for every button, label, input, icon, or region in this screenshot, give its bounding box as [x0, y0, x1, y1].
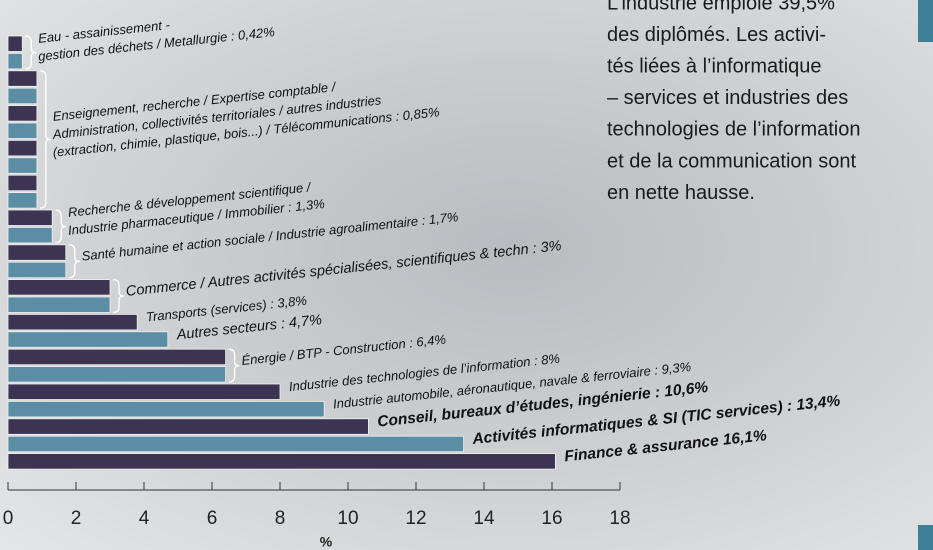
brace: [68, 244, 80, 279]
bar: [7, 105, 38, 122]
bar: [7, 279, 111, 296]
x-tick-label: 4: [139, 508, 150, 529]
bar: [7, 453, 556, 470]
paragraph-line: des diplômés. Les activi-: [607, 24, 826, 46]
side-strip: [918, 0, 933, 42]
x-axis-label: %: [320, 534, 333, 550]
brace: [25, 35, 37, 70]
paragraph-line: et de la communication sont: [607, 150, 856, 172]
bar: [7, 313, 138, 331]
bar: [7, 35, 23, 52]
brace: [55, 209, 67, 244]
bar: [7, 53, 23, 70]
side-strip: [918, 525, 933, 550]
paragraph-line: – services et industries des: [607, 87, 848, 109]
x-tick-label: 2: [71, 508, 82, 529]
bar: [7, 331, 169, 348]
bar: [7, 157, 38, 174]
bar: [7, 70, 38, 87]
bar: [7, 209, 53, 226]
x-tick-label: 12: [405, 508, 426, 529]
bar: [7, 174, 38, 192]
brace: [112, 278, 125, 314]
bar: [7, 418, 369, 435]
brace: [228, 348, 240, 383]
x-tick-label: 10: [337, 508, 358, 529]
bar: [7, 87, 38, 105]
x-tick-label: 8: [275, 508, 286, 529]
x-tick-label: 6: [207, 508, 218, 529]
paragraph-line: L’industrie emploie 39,5%: [607, 0, 835, 14]
bar: [7, 296, 111, 313]
bar: [7, 122, 38, 139]
x-tick-label: 0: [3, 508, 14, 529]
x-tick-label: 14: [473, 508, 495, 529]
paragraph-line: technologies de l’information: [607, 119, 861, 141]
bar: [7, 366, 227, 383]
x-tick-label: 16: [541, 508, 562, 529]
bar: [7, 383, 281, 400]
bar: [7, 226, 53, 244]
bar: [7, 435, 465, 453]
bar: [7, 244, 67, 261]
bar: [7, 261, 67, 279]
paragraph-line: en nette hausse.: [607, 182, 755, 204]
bar: [7, 192, 38, 209]
bar: [7, 400, 325, 418]
x-tick-label: 18: [609, 508, 630, 529]
bar: [7, 139, 38, 157]
paragraph-line: tés liées à l’informatique: [607, 55, 822, 77]
bar: [7, 348, 227, 366]
brace: [39, 70, 51, 209]
